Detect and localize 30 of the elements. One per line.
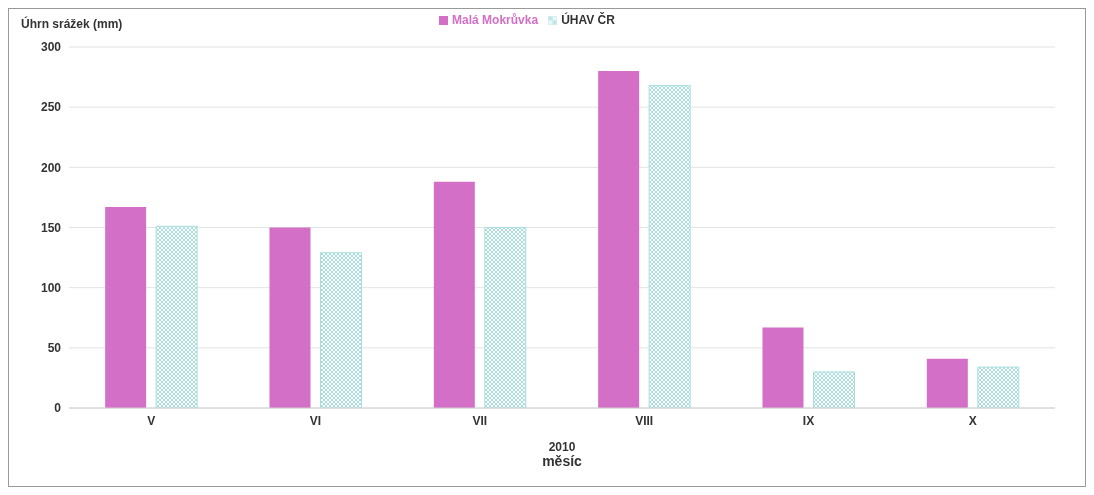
bar (155, 225, 198, 408)
bar (484, 227, 527, 408)
y-tick-label: 200 (40, 160, 62, 175)
bar (977, 366, 1020, 408)
y-tick-label: 250 (40, 100, 62, 115)
x-tick-label: V (147, 413, 156, 428)
x-tick-label: X (968, 413, 977, 428)
bar (433, 181, 475, 408)
bar (269, 227, 311, 408)
x-axis-title: měsíc (541, 453, 583, 469)
legend-label: ÚHAV ČR (561, 13, 615, 27)
y-tick-label: 50 (47, 341, 62, 356)
bar (812, 371, 855, 408)
y-tick-label: 100 (40, 280, 62, 295)
y-tick-label: 300 (40, 40, 62, 55)
y-tick-label: 0 (54, 401, 62, 416)
text: 2010 (547, 440, 577, 454)
y-tick-label: 150 (40, 220, 62, 235)
x-tick-label: VI (309, 413, 322, 428)
bar (648, 85, 691, 408)
bar (926, 358, 968, 408)
x-tick-label: VII (472, 413, 488, 428)
y-axis-title: Úhrn srážek (mm) (21, 17, 123, 31)
x-tick-label: VIII (635, 413, 654, 428)
bar (598, 71, 640, 408)
x-tick-label: IX (802, 413, 815, 428)
legend-label: Malá Mokrůvka (452, 13, 539, 27)
bar (319, 252, 362, 408)
bar (105, 207, 147, 408)
bar (762, 327, 804, 408)
